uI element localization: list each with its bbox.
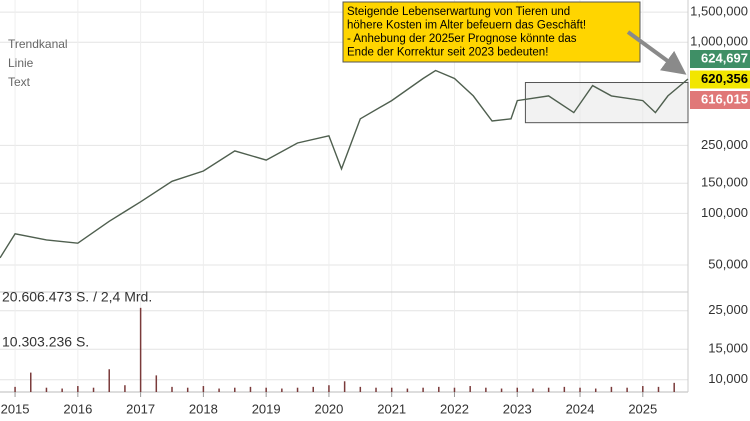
- x-tick-label: 2019: [252, 401, 281, 416]
- volume-bar: [108, 369, 110, 392]
- volume-bar: [594, 388, 597, 392]
- volume-bar: [202, 386, 205, 392]
- volume-bar: [563, 386, 566, 392]
- x-tick-label: 2025: [628, 401, 657, 416]
- volume-bar: [422, 387, 424, 392]
- annotation-text: - Anhebung der 2025er Prognose könnte da…: [347, 33, 577, 45]
- y-tick-label: 1,000,000: [690, 34, 748, 49]
- annotation-box: [342, 1, 641, 63]
- toolbar-item[interactable]: Text: [8, 75, 31, 89]
- volume-bar: [265, 387, 267, 392]
- x-tick-label: 2021: [377, 401, 406, 416]
- x-tick-label: 2018: [189, 401, 218, 416]
- x-tick-label: 2022: [440, 401, 469, 416]
- volume-bar: [296, 387, 299, 392]
- y-tick-label: 10,000: [708, 371, 748, 386]
- volume-bar: [218, 388, 220, 392]
- volume-bar: [453, 387, 456, 392]
- x-tick-label: 2015: [1, 401, 30, 416]
- toolbar-item[interactable]: Trendkanal: [8, 37, 68, 51]
- annotation-text: höhere Kosten im Alter befeuern das Gesc…: [347, 20, 586, 32]
- volume-bar: [343, 381, 346, 392]
- volume-bar: [547, 387, 550, 392]
- volume-bar: [249, 386, 252, 392]
- volume-bar: [406, 388, 409, 392]
- volume-bar: [234, 387, 236, 392]
- x-tick-label: 2023: [503, 401, 532, 416]
- volume-bar: [30, 372, 32, 392]
- volume-bar: [673, 382, 675, 392]
- volume-bar: [579, 387, 581, 392]
- volume-bar: [657, 386, 660, 392]
- volume-bar: [14, 386, 16, 392]
- price-label: 616,015: [701, 91, 748, 106]
- volume-bar: [139, 307, 142, 392]
- y-tick-label: 150,000: [701, 175, 748, 190]
- volume-bar: [328, 385, 330, 392]
- y-tick-label: 100,000: [701, 205, 748, 220]
- volume-bar: [77, 386, 79, 392]
- volume-bar: [516, 387, 519, 392]
- price-label-box: [690, 50, 750, 68]
- price-label: 624,697: [701, 50, 748, 65]
- volume-bar: [469, 386, 471, 392]
- volume-bar: [642, 386, 644, 392]
- volume-bar: [438, 386, 440, 392]
- y-tick-label: 25,000: [708, 302, 748, 317]
- volume-bar: [312, 386, 314, 392]
- volume-bar: [375, 387, 377, 392]
- volume-bar: [500, 388, 503, 392]
- y-tick-label: 50,000: [708, 256, 748, 271]
- volume-bar: [186, 387, 189, 392]
- volume-label: 20.606.473 S. / 2,4 Mrd.: [2, 289, 152, 305]
- trend-channel: [524, 82, 689, 124]
- volume-bar: [124, 385, 126, 392]
- volume-bar: [359, 386, 362, 392]
- price-label-box: [690, 70, 750, 89]
- annotation-text: Steigende Lebenserwartung von Tieren und: [347, 6, 570, 18]
- y-tick-label: 250,000: [701, 137, 748, 152]
- volume-bar: [155, 375, 158, 392]
- volume-bar: [281, 388, 283, 392]
- y-tick-label: 15,000: [708, 341, 748, 356]
- y-tick-label: 1,500,000: [690, 4, 748, 19]
- volume-bar: [610, 386, 613, 392]
- volume-bar: [61, 388, 63, 392]
- volume-bar: [92, 387, 95, 392]
- price-line: [0, 69, 689, 259]
- volume-bar: [45, 387, 48, 392]
- volume-bar: [171, 386, 173, 392]
- x-tick-label: 2024: [566, 401, 595, 416]
- volume-bar: [532, 388, 534, 392]
- annotation-arrow: [626, 30, 687, 75]
- volume-label: 10.303.236 S.: [2, 334, 89, 350]
- volume-bar: [485, 387, 487, 392]
- price-label: 620,356: [701, 71, 748, 86]
- x-tick-label: 2020: [314, 401, 343, 416]
- volume-bar: [626, 387, 628, 392]
- price-label-box: [690, 91, 750, 109]
- volume-bar: [390, 387, 393, 392]
- x-tick-label: 2017: [126, 401, 155, 416]
- x-tick-label: 2016: [63, 401, 92, 416]
- annotation-text: Ende der Korrektur seit 2023 bedeuten!: [347, 47, 548, 59]
- toolbar-item[interactable]: Linie: [8, 56, 34, 70]
